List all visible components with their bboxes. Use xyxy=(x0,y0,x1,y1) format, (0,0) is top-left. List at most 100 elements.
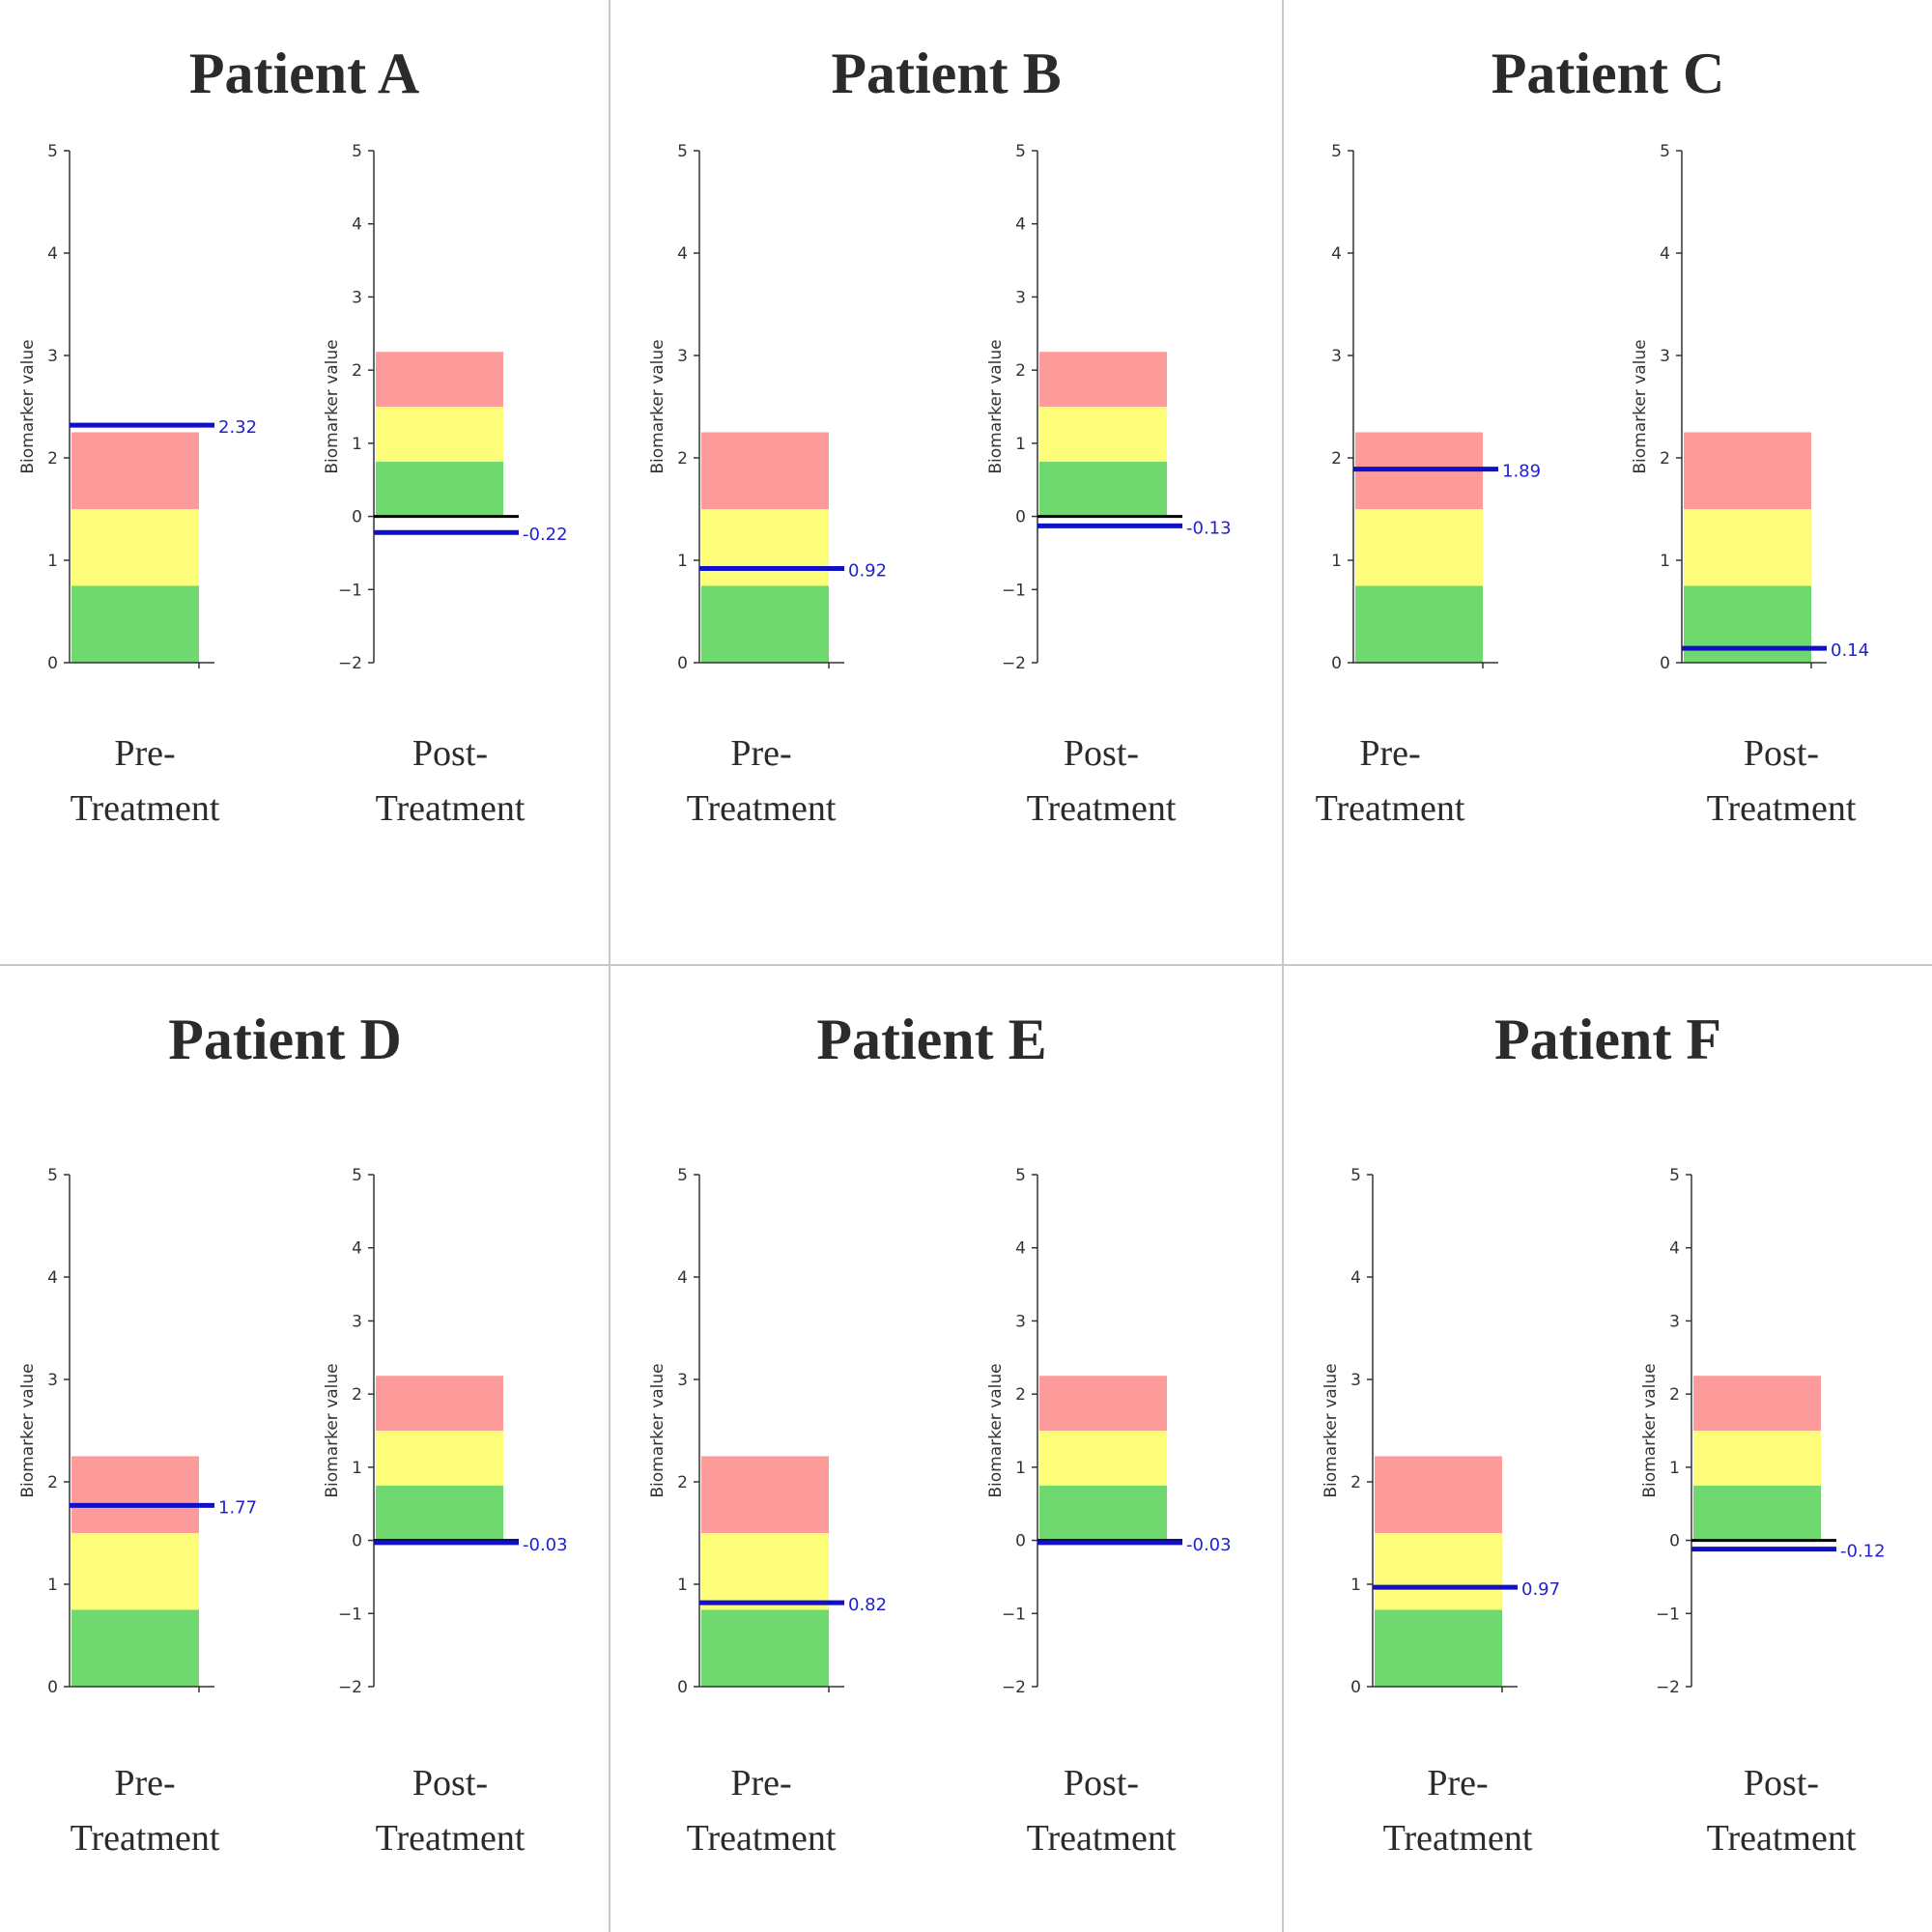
zone-green xyxy=(71,585,199,663)
y-tick-label: 5 xyxy=(677,1166,688,1185)
value-label: 1.77 xyxy=(218,1497,257,1518)
chart-post-treatment: −2 −1 0 1 2 3 4 5 Biomarker value -0.03 xyxy=(323,1166,568,1697)
chart-pre-treatment: 0 1 2 3 4 5 Biomarker value 0.92 xyxy=(648,142,887,673)
zone-green xyxy=(1039,461,1167,517)
y-tick-label: 5 xyxy=(1015,142,1026,161)
category-label-post: Post- Treatment xyxy=(1026,733,1177,829)
y-tick-label: 4 xyxy=(1669,1239,1680,1259)
zone-yellow xyxy=(71,509,199,586)
chart-post-treatment: 0 1 2 3 4 5 Biomarker value 0.14 xyxy=(1631,142,1869,673)
y-axis-label: Biomarker value xyxy=(1321,1363,1341,1497)
zone-red xyxy=(1693,1376,1821,1431)
y-tick-label: 1 xyxy=(352,1459,362,1478)
zone-green xyxy=(1375,1609,1502,1687)
y-tick-label: 1 xyxy=(47,552,58,571)
y-tick-label: 0 xyxy=(352,1532,362,1551)
value-label: 0.97 xyxy=(1521,1579,1560,1600)
y-tick-label: 2 xyxy=(677,1473,688,1492)
value-label: 1.89 xyxy=(1502,462,1541,482)
zone-yellow xyxy=(71,1533,199,1610)
y-tick-label: 2 xyxy=(1015,1385,1026,1405)
zone-yellow xyxy=(701,1533,829,1610)
chart-pre-treatment: 0 1 2 3 4 5 Biomarker value 2.32 xyxy=(18,142,257,673)
y-tick-label: 4 xyxy=(677,1268,688,1288)
zone-green xyxy=(701,585,829,663)
y-tick-label: 5 xyxy=(1331,142,1342,161)
y-tick-label: 5 xyxy=(1660,142,1670,161)
y-tick-label: 1 xyxy=(352,435,362,454)
y-tick-label: 4 xyxy=(352,1239,362,1259)
zone-red xyxy=(376,352,503,407)
y-tick-label: 4 xyxy=(352,215,362,235)
grid-divider-vertical-2 xyxy=(1282,0,1284,1932)
patient-title: Patient E xyxy=(816,1008,1047,1071)
category-label-post: Post- Treatment xyxy=(375,733,526,829)
y-tick-label: 3 xyxy=(1669,1312,1680,1331)
patient-title: Patient F xyxy=(1494,1008,1721,1071)
y-tick-label: 0 xyxy=(1660,654,1670,673)
zone-yellow xyxy=(376,1431,503,1486)
zone-green xyxy=(1355,585,1483,663)
zone-yellow xyxy=(701,509,829,586)
y-tick-label: 2 xyxy=(352,361,362,381)
y-tick-label: 3 xyxy=(1015,288,1026,307)
zone-red xyxy=(1039,1376,1167,1431)
patient-panel-d: Patient D 0 1 2 3 4 5 Biomarker value 1.77 −2 −1… xyxy=(0,966,609,1932)
patient-title: Patient D xyxy=(168,1008,402,1071)
zone-yellow xyxy=(1375,1533,1502,1610)
y-tick-label: −2 xyxy=(1002,654,1026,673)
category-label-post: Post- Treatment xyxy=(1026,1763,1177,1859)
chart-post-treatment: −2 −1 0 1 2 3 4 5 Biomarker value -0.12 xyxy=(1640,1166,1886,1697)
y-tick-label: 3 xyxy=(352,288,362,307)
y-tick-label: 4 xyxy=(1350,1268,1361,1288)
y-tick-label: −1 xyxy=(1656,1605,1680,1624)
chart-pre-treatment: 0 1 2 3 4 5 Biomarker value 1.77 xyxy=(18,1166,257,1697)
y-tick-label: 4 xyxy=(1660,244,1670,264)
value-label: 0.82 xyxy=(848,1595,887,1615)
zone-yellow xyxy=(1355,509,1483,586)
y-tick-label: 2 xyxy=(352,1385,362,1405)
y-tick-label: 3 xyxy=(47,347,58,366)
zone-red xyxy=(1039,352,1167,407)
y-tick-label: 4 xyxy=(1331,244,1342,264)
y-tick-label: 3 xyxy=(677,1371,688,1390)
y-axis-label: Biomarker value xyxy=(648,339,668,473)
y-tick-label: 5 xyxy=(1015,1166,1026,1185)
zone-red xyxy=(71,1456,199,1533)
y-axis-label: Biomarker value xyxy=(18,339,38,473)
chart-post-treatment: −2 −1 0 1 2 3 4 5 Biomarker value -0.03 xyxy=(986,1166,1232,1697)
y-tick-label: 5 xyxy=(677,142,688,161)
y-tick-label: 1 xyxy=(1660,552,1670,571)
zone-yellow xyxy=(1039,407,1167,462)
y-tick-label: −2 xyxy=(338,654,362,673)
y-tick-label: 2 xyxy=(1660,449,1670,469)
patient-panel-b: Patient B 0 1 2 3 4 5 Biomarker value 0.92 −2 −1… xyxy=(611,0,1282,964)
y-tick-label: 5 xyxy=(1350,1166,1361,1185)
zone-red xyxy=(1684,432,1811,509)
y-tick-label: 2 xyxy=(1350,1473,1361,1492)
value-label: -0.03 xyxy=(1186,1535,1232,1555)
y-tick-label: 2 xyxy=(47,449,58,469)
patient-panel-a: Patient A 0 1 2 3 4 5 Biomarker value 2.32 −2 −1… xyxy=(0,0,609,964)
zone-green xyxy=(376,461,503,517)
y-tick-label: 0 xyxy=(1350,1678,1361,1697)
y-tick-label: 4 xyxy=(47,244,58,264)
y-tick-label: 1 xyxy=(1015,435,1026,454)
y-tick-label: 4 xyxy=(677,244,688,264)
y-tick-label: −2 xyxy=(1656,1678,1680,1697)
category-label-pre: Pre- Treatment xyxy=(686,733,837,829)
zone-green xyxy=(1684,585,1811,663)
zone-green xyxy=(701,1609,829,1687)
y-axis-label: Biomarker value xyxy=(323,1363,342,1497)
y-tick-label: 1 xyxy=(1350,1576,1361,1595)
grid-divider-vertical-1 xyxy=(609,0,611,1932)
zone-green xyxy=(71,1609,199,1687)
y-tick-label: −1 xyxy=(1002,1605,1026,1624)
y-tick-label: 1 xyxy=(1331,552,1342,571)
zone-yellow xyxy=(1693,1431,1821,1486)
y-tick-label: 4 xyxy=(1015,1239,1026,1259)
y-tick-label: 3 xyxy=(1660,347,1670,366)
y-tick-label: −1 xyxy=(338,1605,362,1624)
y-tick-label: 5 xyxy=(1669,1166,1680,1185)
category-label-pre: Pre- Treatment xyxy=(1315,733,1465,829)
